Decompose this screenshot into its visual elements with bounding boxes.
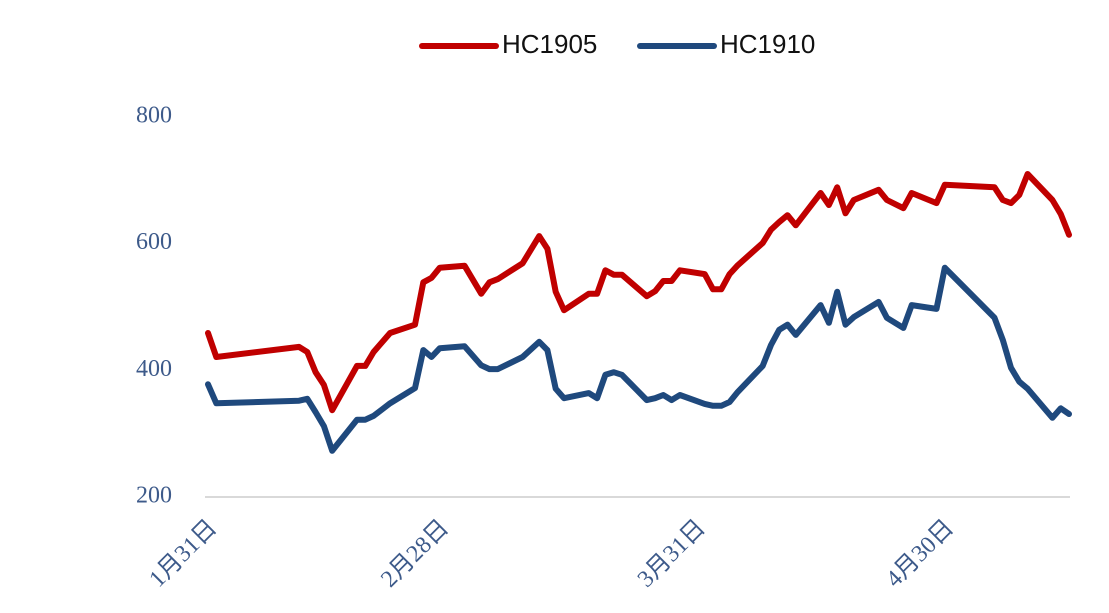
series-line: [205, 171, 1072, 414]
series-line: [205, 264, 1072, 454]
x-tick-label: 1月31日: [144, 515, 222, 593]
y-tick-label: 400: [136, 356, 172, 382]
y-tick-label: 200: [136, 483, 172, 509]
x-tick-label: 4月30日: [881, 515, 959, 593]
legend-item: HC1910: [637, 29, 815, 59]
legend-label: HC1910: [720, 29, 815, 59]
legend-label: HC1905: [502, 29, 597, 59]
y-tick-label: 800: [136, 103, 172, 129]
legend-item: HC1905: [419, 29, 597, 59]
y-tick-label: 600: [136, 229, 172, 255]
x-tick-label: 3月31日: [633, 515, 711, 593]
x-tick-label: 2月28日: [376, 515, 454, 593]
